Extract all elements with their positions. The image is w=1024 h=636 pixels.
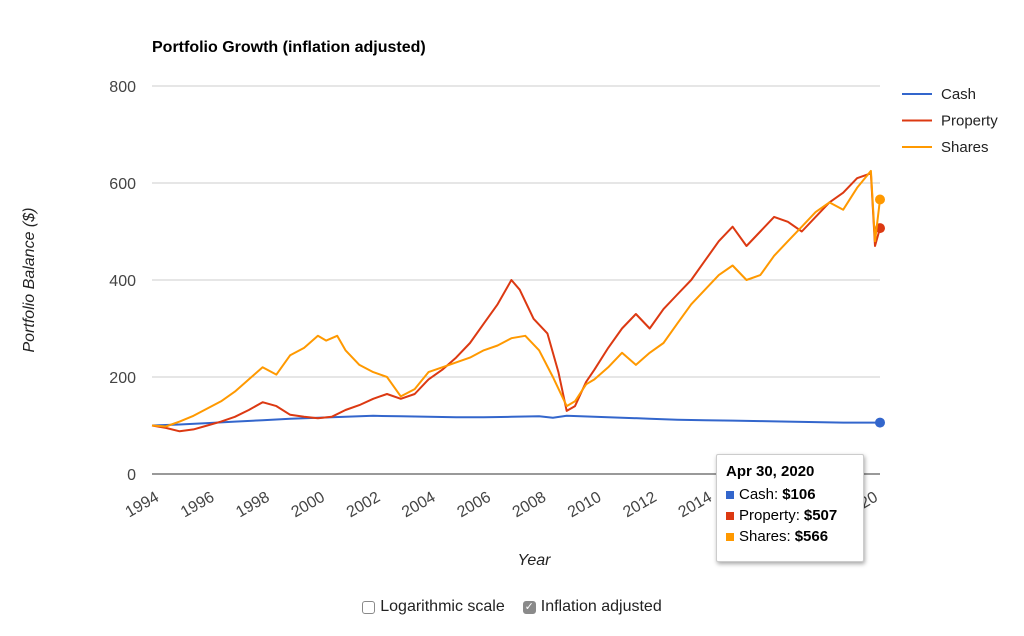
- y-tick-label: 600: [109, 176, 136, 193]
- tooltip-value-property: $507: [803, 507, 838, 524]
- series-line-shares[interactable]: [151, 169, 881, 428]
- x-tick-label: 2010: [565, 489, 604, 522]
- x-tick-label: 2004: [399, 489, 438, 522]
- portfolio-growth-chart: Portfolio Growth (inflation adjusted) 0 2…: [21, 39, 998, 569]
- y-axis-ticks: 0 200 400 600 800: [109, 79, 136, 484]
- data-tooltip: Apr 30, 2020 Cash: $106 Property: $507 S…: [716, 454, 864, 562]
- legend-label-property[interactable]: Property: [941, 113, 998, 130]
- x-tick-label: 1998: [233, 489, 272, 522]
- series-marker-shares[interactable]: [875, 194, 885, 205]
- series-line-cash[interactable]: [151, 414, 880, 427]
- legend-label-shares[interactable]: Shares: [941, 139, 989, 156]
- shares-swatch-icon: [726, 532, 734, 541]
- legend[interactable]: Cash Property Shares: [902, 86, 998, 156]
- series-marker-cash[interactable]: [875, 417, 885, 428]
- tooltip-label-shares: Shares:: [739, 528, 791, 545]
- log-scale-toggle[interactable]: Logarithmic scale: [362, 598, 505, 616]
- log-scale-checkbox[interactable]: [362, 600, 376, 614]
- y-tick-label: 0: [127, 467, 136, 484]
- cash-swatch-icon: [726, 490, 734, 499]
- legend-label-cash[interactable]: Cash: [941, 86, 976, 103]
- tooltip-value-cash: $106: [782, 486, 816, 503]
- x-tick-label: 2014: [676, 489, 715, 522]
- chart-title: Portfolio Growth (inflation adjusted): [152, 39, 426, 56]
- tooltip-date: Apr 30, 2020: [726, 463, 815, 480]
- chart-controls: Logarithmic scale ✓ Inflation adjusted: [0, 598, 1024, 616]
- x-tick-label: 2012: [620, 489, 659, 522]
- tooltip-value-shares: $566: [794, 528, 829, 545]
- inflation-toggle[interactable]: ✓ Inflation adjusted: [522, 598, 662, 616]
- tooltip-label-property: Property:: [739, 507, 800, 524]
- x-axis-title: Year: [518, 552, 552, 569]
- x-tick-label: 2002: [344, 489, 383, 522]
- log-scale-label: Logarithmic scale: [380, 598, 505, 615]
- inflation-label: Inflation adjusted: [540, 598, 662, 615]
- y-tick-label: 800: [109, 79, 136, 96]
- series-lines[interactable]: [151, 169, 885, 433]
- y-axis-title: Portfolio Balance ($): [21, 208, 38, 353]
- x-tick-label: 1994: [123, 489, 162, 522]
- y-tick-label: 200: [109, 370, 136, 387]
- property-swatch-icon: [726, 511, 734, 520]
- tooltip-label-cash: Cash:: [739, 486, 779, 503]
- tooltip-row-cash: Cash: $106: [726, 484, 854, 505]
- tooltip-row-shares: Shares: $566: [726, 526, 854, 547]
- x-tick-label: 1996: [178, 489, 217, 522]
- x-tick-label: 2006: [454, 489, 493, 522]
- inflation-checkbox[interactable]: ✓: [522, 600, 536, 614]
- x-tick-label: 2008: [510, 489, 549, 522]
- y-tick-label: 400: [109, 273, 136, 290]
- tooltip-row-property: Property: $507: [726, 505, 854, 526]
- x-tick-label: 2000: [289, 489, 328, 522]
- series-line-property[interactable]: [151, 172, 881, 433]
